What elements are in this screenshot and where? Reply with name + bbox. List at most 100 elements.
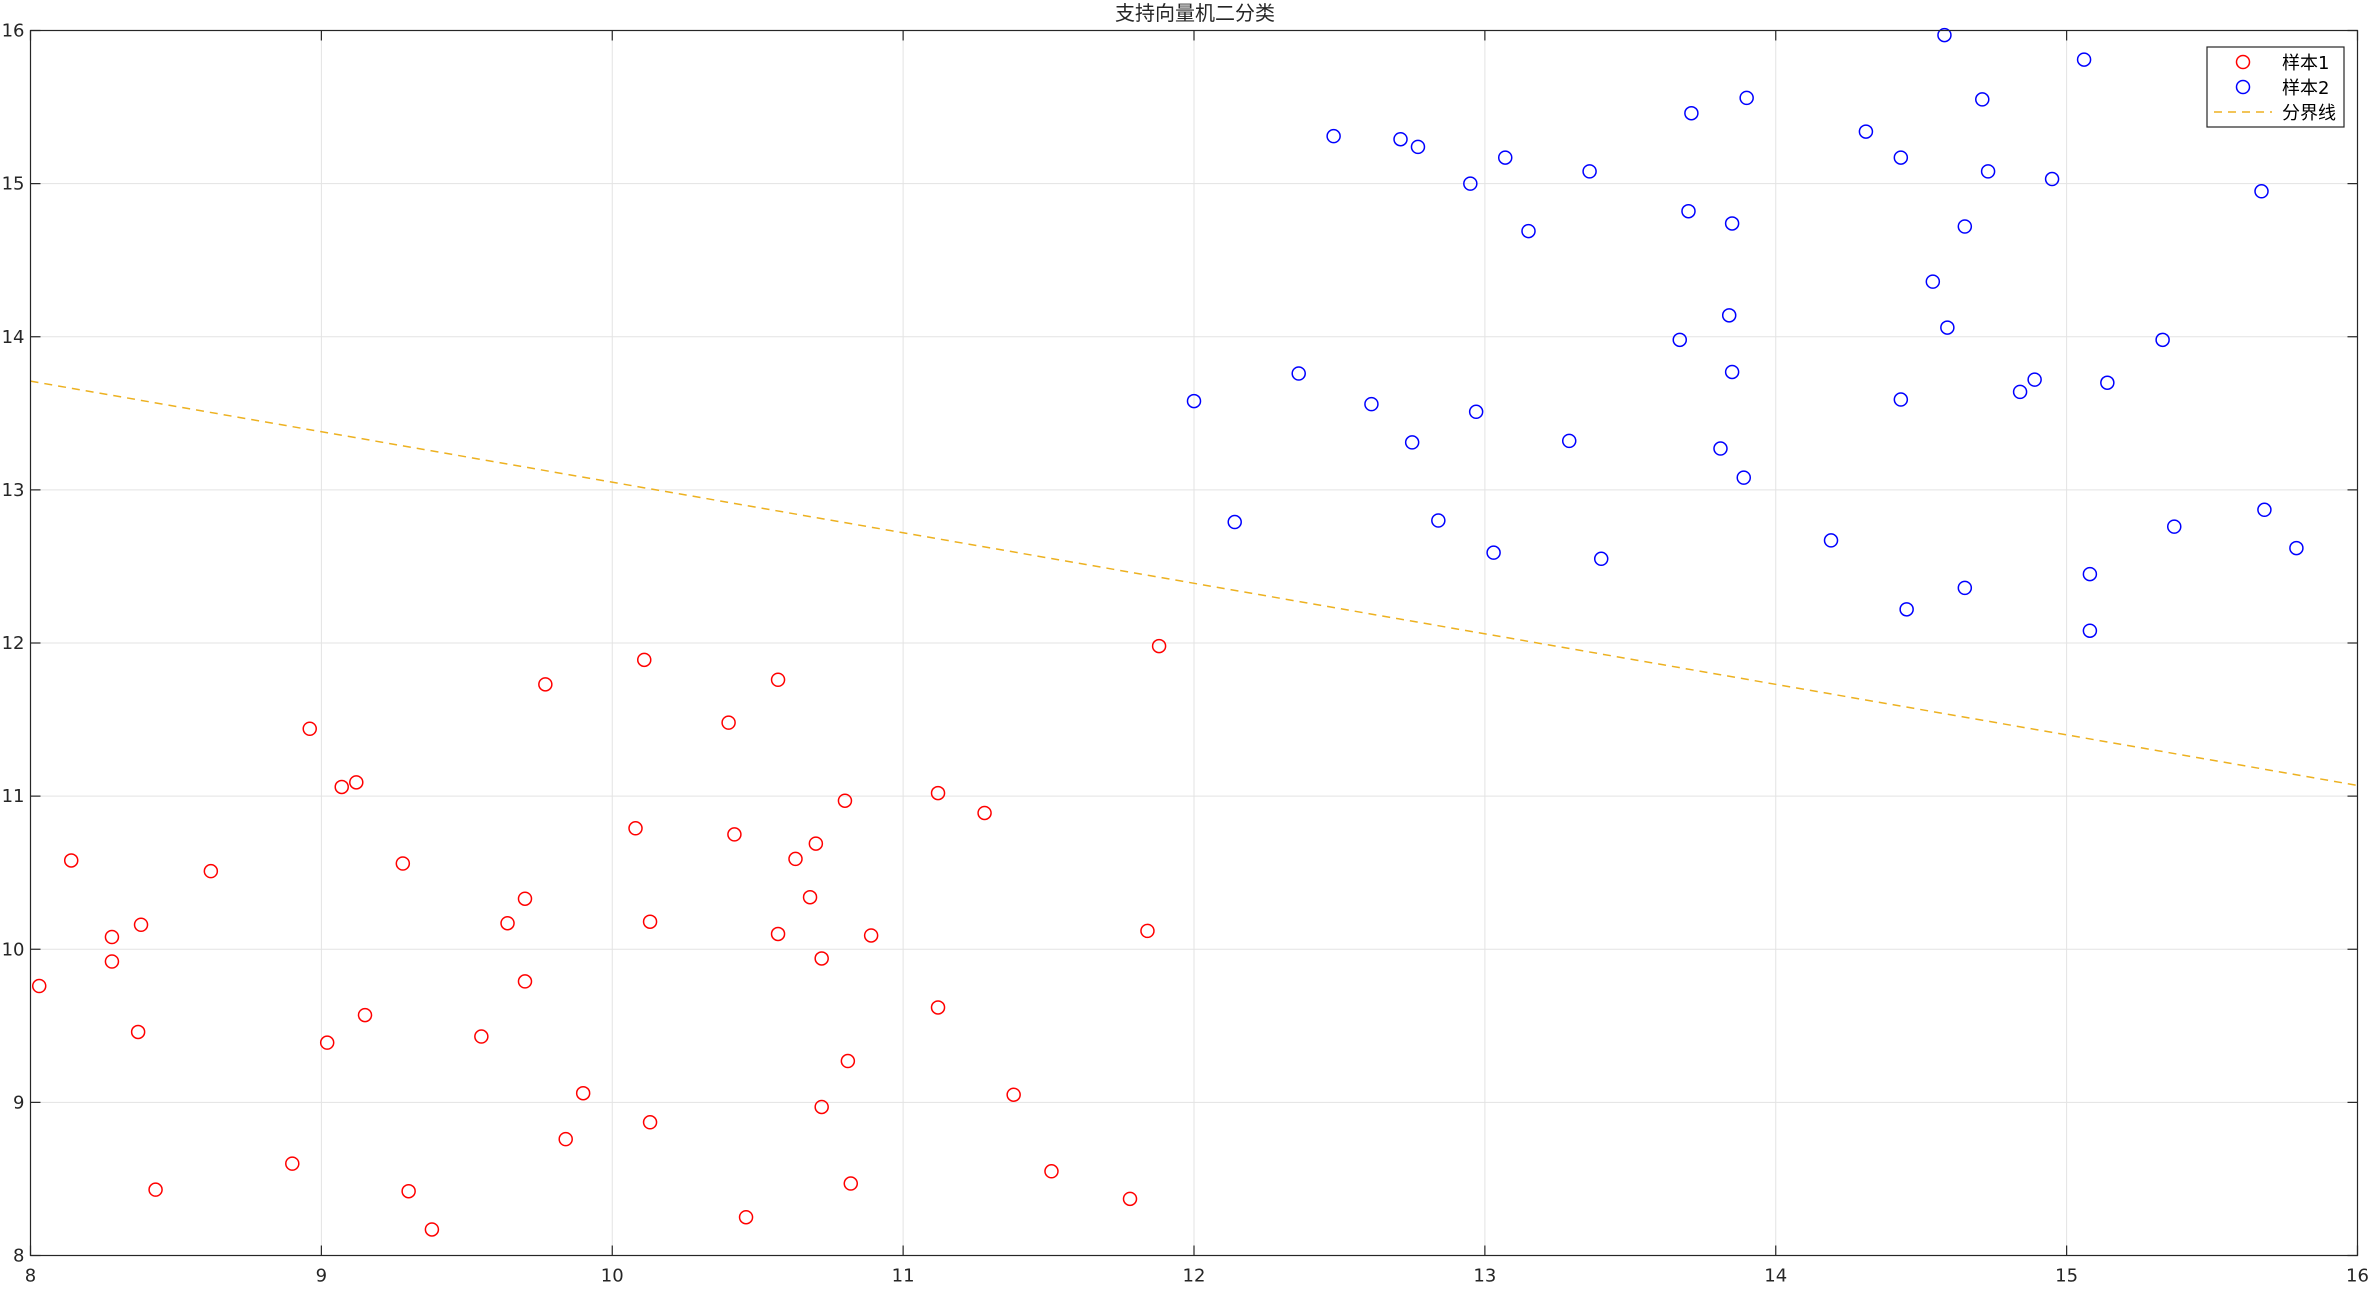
data-point <box>334 779 349 795</box>
data-point <box>930 1000 946 1015</box>
legend-label: 样本2 <box>2282 78 2329 99</box>
y-tick-label: 12 <box>2 633 25 654</box>
x-tick-label: 9 <box>316 1266 327 1287</box>
data-point <box>930 785 946 801</box>
y-tick-label: 15 <box>2 174 25 195</box>
data-point <box>2082 566 2098 582</box>
data-point <box>2027 372 2042 387</box>
data-point <box>1140 923 1155 939</box>
data-point <box>1899 602 1914 617</box>
legend-box <box>2206 46 2345 128</box>
data-point <box>1739 90 1754 106</box>
data-point <box>1186 393 1202 409</box>
data-point <box>727 827 742 842</box>
data-point <box>2044 171 2060 187</box>
data-point <box>1736 470 1752 485</box>
data-point <box>1940 320 1955 335</box>
data-point <box>840 1053 856 1069</box>
data-point <box>63 853 79 868</box>
data-point <box>808 836 824 851</box>
data-point <box>1858 124 1874 139</box>
x-tick-label: 16 <box>2346 1266 2369 1287</box>
legend-label: 样本1 <box>2282 53 2329 74</box>
y-tick-label: 16 <box>2 21 25 42</box>
data-point <box>843 1176 859 1191</box>
data-point <box>642 1115 658 1130</box>
data-point <box>2289 540 2304 556</box>
data-point <box>1684 105 1699 121</box>
data-point <box>977 805 992 821</box>
data-point <box>424 1222 440 1237</box>
data-point <box>837 793 853 808</box>
data-point <box>642 914 658 929</box>
data-point <box>133 917 149 932</box>
data-point <box>1364 396 1379 412</box>
data-point <box>770 672 786 687</box>
data-point <box>31 978 47 994</box>
data-point <box>203 863 219 879</box>
data-point <box>2166 519 2182 534</box>
data-point <box>1463 176 1478 191</box>
legend-label: 分界线 <box>2282 103 2336 124</box>
data-point <box>1151 638 1167 654</box>
data-point <box>1681 203 1696 219</box>
data-point <box>474 1029 489 1044</box>
data-point <box>788 851 803 867</box>
data-point <box>1326 128 1341 144</box>
x-tick-label: 14 <box>1764 1266 1787 1287</box>
data-point <box>1468 404 1484 420</box>
data-point <box>1672 332 1688 348</box>
data-point <box>1561 433 1577 449</box>
y-tick-label: 8 <box>13 1246 24 1267</box>
data-point <box>1721 308 1737 323</box>
data-point <box>814 951 829 966</box>
x-tick-label: 8 <box>25 1266 36 1287</box>
data-point <box>130 1024 146 1040</box>
data-point <box>558 1131 573 1147</box>
data-point <box>1593 551 1609 567</box>
data-point <box>1291 366 1306 381</box>
data-point <box>1823 533 1839 548</box>
data-point <box>357 1007 373 1023</box>
x-tick-label: 13 <box>1473 1266 1496 1287</box>
data-point <box>1486 545 1501 560</box>
plot-area <box>30 27 2358 1237</box>
data-point <box>349 775 364 790</box>
data-point <box>1925 274 1941 289</box>
legend-marker-swatch <box>2235 79 2251 95</box>
x-tick-label: 11 <box>892 1266 915 1287</box>
data-point <box>1431 513 1446 528</box>
data-point <box>1006 1087 1021 1102</box>
data-point <box>2254 184 2269 199</box>
data-point <box>814 1099 829 1115</box>
y-tick-label: 9 <box>13 1092 24 1113</box>
data-point <box>770 926 786 942</box>
y-tick-label: 14 <box>2 327 25 348</box>
data-point <box>285 1156 300 1171</box>
data-point <box>1713 441 1728 456</box>
legend: 样本1 样本2 分界线 <box>2206 46 2345 128</box>
data-point <box>802 889 818 905</box>
data-point <box>1893 392 1909 407</box>
data-point <box>1937 27 1952 43</box>
data-point <box>500 915 515 931</box>
chart-title: 支持向量机二分类 <box>1115 1 1275 25</box>
data-point <box>1893 150 1909 165</box>
data-point <box>1410 139 1426 155</box>
data-point <box>302 721 317 736</box>
data-point <box>738 1209 754 1225</box>
data-point <box>1724 364 1740 380</box>
data-point <box>1957 219 1973 234</box>
data-point <box>401 1183 416 1199</box>
data-point <box>1957 580 1973 596</box>
data-point <box>1724 216 1740 231</box>
data-point <box>1582 164 1597 179</box>
data-point <box>575 1085 591 1101</box>
data-point <box>2082 623 2098 638</box>
data-point <box>104 954 120 969</box>
data-point <box>2257 502 2272 518</box>
data-point <box>148 1182 163 1197</box>
y-tick-label: 10 <box>2 939 25 960</box>
